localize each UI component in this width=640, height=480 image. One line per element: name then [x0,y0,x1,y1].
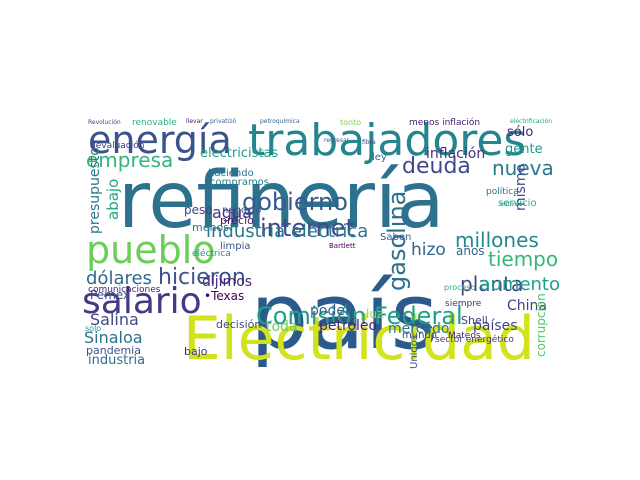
cloud-word: aumento [479,274,560,295]
cloud-word: nueva [492,156,554,180]
cloud-word: Sinaloa [84,328,143,347]
cloud-word: millones [455,228,539,252]
cloud-word: peso [184,203,213,217]
cloud-word: siempre [445,299,482,309]
cloud-word: planta [460,272,524,296]
cloud-word: gobierno [242,188,348,216]
cloud-word: ley [372,152,387,163]
cloud-word: bajo [184,345,208,358]
word-cloud: refinería país Electricidad trabajadores ene… [80,116,560,369]
cloud-word: solo [85,324,102,333]
cloud-word: refinería [118,156,445,246]
cloud-word: internet [260,214,355,242]
cloud-word: hizo [411,240,446,260]
cloud-word: China [507,298,547,314]
cloud-word: salario [82,281,202,322]
cloud-word: Revolución [88,119,121,126]
cloud-word: hicieron [158,265,246,290]
cloud-word: tiempo [488,247,559,271]
cloud-word: electricistas [200,146,279,161]
cloud-word: haciendo [208,168,254,179]
cloud-word: toda [266,319,298,335]
cloud-word: regresar [324,137,350,144]
cloud-word: agua [212,203,252,222]
cloud-word: sólo [507,125,534,140]
cloud-word: mínimo [500,201,523,208]
cloud-word: países [473,318,518,334]
cloud-word: eléctrica [192,249,231,259]
cloud-word: empresa [86,148,174,172]
cloud-word: industria [88,353,146,368]
cloud-word: tonto [340,118,362,127]
cloud-word: petroquímica [260,118,300,125]
cloud-word: proceso [444,283,476,292]
cloud-word: menos [192,221,229,234]
cloud-word: años [456,244,485,258]
cloud-word: renovable [132,118,177,128]
cloud-word: electrificación [510,118,553,125]
cloud-word: inflación [426,146,486,162]
cloud-word: llevar [186,118,203,125]
cloud-word: Shell [461,314,488,327]
cloud-word: Mateos [448,331,481,341]
cloud-word: comunicaciones [88,285,161,295]
cloud-word: Bartlett [329,242,356,250]
cloud-word: luz [366,307,384,321]
cloud-word: Saben [380,232,412,243]
cloud-word: mercado [388,321,450,337]
cloud-word: menos inflación [409,118,481,128]
cloud-word: fibra [362,139,376,146]
cloud-word: poder [310,303,351,319]
cloud-word: trabajadores [248,116,527,166]
cloud-word: Pemex [90,288,131,302]
cloud-word: compramos [210,177,270,188]
cloud-word: industria eléctrica [206,221,369,242]
cloud-word: servicio [498,198,537,209]
cloud-word: Comisión Federal [256,302,463,330]
cloud-word: limpia [220,241,251,252]
cloud-word: privatizó [210,118,237,125]
cloud-word: corrupción [534,293,548,357]
cloud-word: sector energético [435,335,514,345]
cloud-word: decisión [216,318,262,331]
cloud-word: devaluación [90,141,145,151]
cloud-word: dólares [86,268,152,289]
cloud-word: deuda [402,154,471,179]
cloud-word: gente [505,142,543,157]
cloud-word: pueblo [86,228,216,272]
cloud-word: política [486,187,519,197]
cloud-word: abajo [104,178,122,220]
cloud-word: dijimos [202,274,253,290]
cloud-word: petróleo [319,318,378,334]
cloud-word: energía [88,118,232,162]
cloud-word: Salina [90,310,139,329]
cloud-word: pandemia [86,344,141,357]
cloud-word: negocio [222,205,262,216]
cloud-word: presupuesto [87,147,103,234]
cloud-word: mundo [402,330,437,341]
cloud-word: •Texas [204,289,245,303]
cloud-word: precio [220,214,254,227]
cloud-word: Electricidad [183,304,535,369]
cloud-word: país [250,263,439,369]
